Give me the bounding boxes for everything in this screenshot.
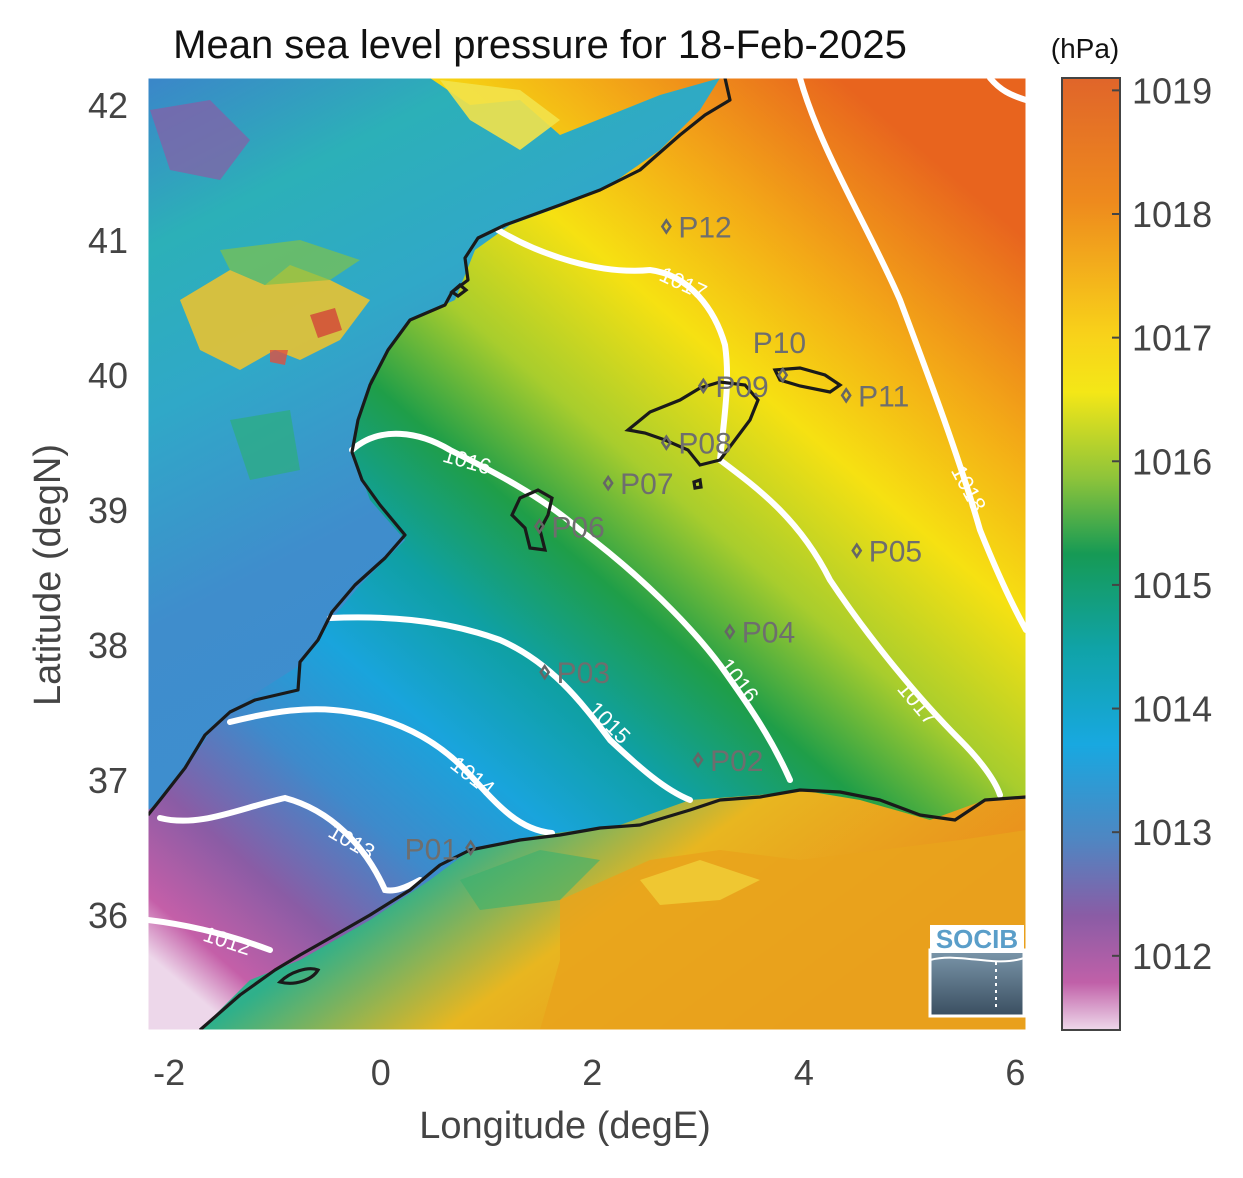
colorbar-tick-label: 1014	[1132, 689, 1212, 730]
station-label: P03	[557, 657, 610, 690]
y-tick-label: 36	[88, 895, 128, 936]
station-label: P11	[858, 380, 909, 413]
y-tick-label: 37	[88, 760, 128, 801]
colorbar-ticks: 1019 1018 1017 1016 1015 1014 1013 1012	[1112, 70, 1212, 977]
station-label: P06	[551, 511, 604, 544]
station-label: P02	[710, 745, 763, 778]
colorbar: (hPa) 1019 1018 1017 1016 1015 1014 1013 1012	[1051, 33, 1212, 1031]
colorbar-tick-label: 1017	[1132, 318, 1212, 359]
coastline-africa	[198, 788, 1026, 1030]
y-tick-label: 39	[88, 490, 128, 531]
island-columbretes	[449, 282, 469, 298]
station-p12[interactable]: P12	[660, 212, 732, 245]
island-ibiza	[510, 488, 554, 552]
station-label: P05	[869, 536, 922, 569]
station-p06[interactable]: P06	[533, 511, 605, 544]
isobar-1016	[349, 430, 793, 783]
plot-frame	[147, 77, 1027, 1031]
station-marker	[777, 366, 789, 384]
island-cabrera	[692, 477, 703, 490]
station-marker	[851, 542, 863, 559]
y-tick-label: 38	[88, 625, 128, 666]
station-marker	[840, 387, 852, 404]
y-axis-label: Latitude (degN)	[27, 444, 69, 706]
station-label: P09	[715, 371, 768, 404]
iberia-warm-patches	[180, 265, 370, 370]
isobar-1012	[148, 917, 273, 953]
logo-text: SOCIB	[936, 924, 1018, 954]
x-tick-label: 6	[1005, 1052, 1025, 1093]
station-label: P08	[678, 428, 731, 461]
island-alboran	[276, 967, 321, 985]
station-label: P12	[678, 212, 731, 245]
station-marker	[539, 663, 551, 681]
colorbar-tick-label: 1012	[1132, 936, 1212, 977]
isobar-1018	[797, 78, 1026, 633]
station-p09[interactable]: P09	[697, 371, 769, 404]
station-p08[interactable]: P08	[660, 428, 732, 461]
x-axis-label: Longitude (degE)	[419, 1105, 711, 1147]
map-title: Mean sea level pressure for 18-Feb-2025	[173, 23, 907, 67]
x-tick-label: 4	[794, 1052, 814, 1093]
station-p05[interactable]: P05	[851, 536, 922, 569]
colorbar-tick-label: 1015	[1132, 565, 1212, 606]
station-label: P07	[620, 468, 673, 501]
station-label: P04	[742, 617, 795, 650]
x-ticks: -2 0 2 4 6	[153, 1052, 1025, 1093]
station-p07[interactable]: P07	[602, 468, 674, 501]
y-tick-label: 42	[88, 85, 128, 126]
isobar-1013	[157, 794, 423, 894]
x-tick-label: -2	[153, 1052, 185, 1093]
colorbar-tick-label: 1016	[1132, 441, 1212, 482]
isobar-1015	[327, 614, 693, 803]
station-marker	[724, 623, 736, 640]
x-tick-label: 2	[582, 1052, 602, 1093]
station-p01[interactable]: P01	[405, 834, 477, 867]
station-marker	[660, 434, 672, 451]
station-p02[interactable]: P02	[692, 745, 763, 778]
station-marker	[533, 518, 545, 535]
station-p04[interactable]: P04	[724, 617, 795, 650]
colorbar-tick-label: 1019	[1132, 70, 1212, 111]
station-marker	[465, 839, 477, 856]
colorbar-unit: (hPa)	[1051, 33, 1119, 64]
station-label: P01	[405, 834, 458, 867]
isobar-1019	[987, 78, 1026, 103]
colorbar-bar	[1061, 77, 1121, 1031]
station-p10[interactable]: P10	[753, 327, 806, 384]
station-p03[interactable]: P03	[539, 657, 610, 690]
colorbar-tick-label: 1018	[1132, 194, 1212, 235]
station-label: P10	[753, 327, 806, 360]
colorbar-tick-label: 1013	[1132, 812, 1212, 853]
coastline-iberia	[148, 78, 732, 816]
map-field	[148, 78, 1026, 1030]
station-marker	[697, 377, 709, 395]
socib-logo: SOCIB	[928, 924, 1026, 1018]
island-mallorca	[624, 380, 760, 467]
y-ticks: 42 41 40 39 38 37 36	[88, 85, 128, 936]
station-p11[interactable]: P11	[840, 380, 909, 413]
station-marker	[602, 474, 614, 492]
station-marker	[660, 218, 672, 235]
isobar-1014	[227, 706, 555, 836]
x-tick-label: 0	[371, 1052, 391, 1093]
station-marker	[692, 751, 704, 769]
y-tick-label: 41	[88, 220, 128, 261]
y-tick-label: 40	[88, 355, 128, 396]
